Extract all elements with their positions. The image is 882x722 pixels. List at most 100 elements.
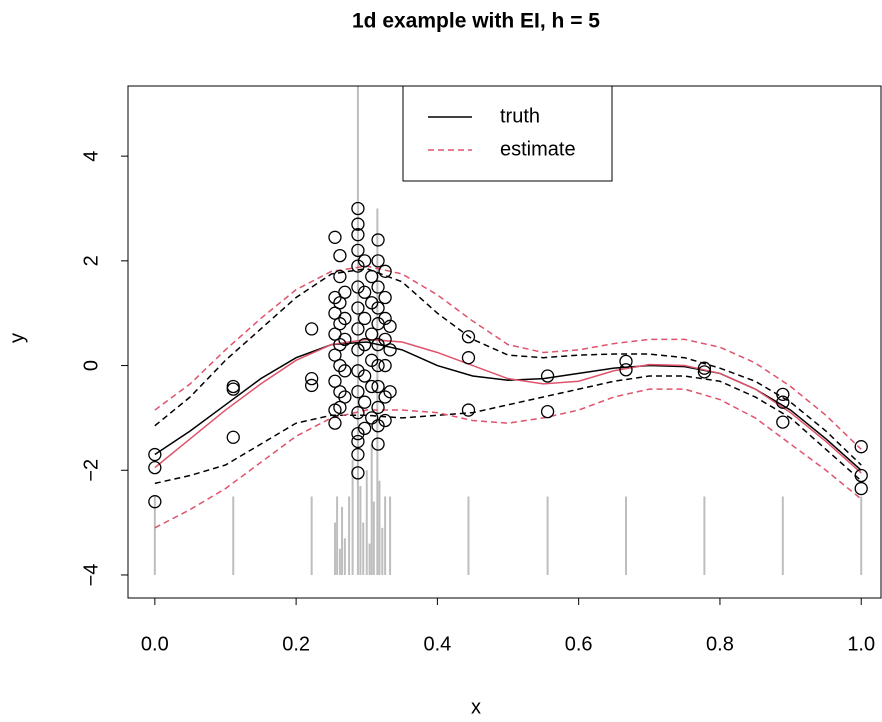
point (328, 348, 342, 362)
point (333, 269, 347, 284)
point (148, 495, 162, 509)
point (148, 447, 162, 462)
series-line (154, 341, 862, 471)
point (383, 385, 397, 399)
point (351, 406, 365, 420)
x-tick-label: 0.8 (706, 633, 734, 655)
point (378, 311, 392, 326)
point (365, 327, 379, 341)
point (328, 416, 342, 430)
point (351, 243, 365, 258)
point (776, 395, 790, 409)
chart-title: 1d example with EI, h = 5 (352, 10, 600, 33)
point (338, 390, 352, 404)
point (540, 404, 555, 419)
point (697, 365, 712, 379)
legend-box (402, 85, 613, 182)
point (357, 369, 372, 383)
point (305, 322, 319, 336)
band-line (154, 265, 862, 450)
point (371, 379, 385, 394)
point (540, 369, 555, 383)
point (351, 217, 365, 231)
point (328, 374, 342, 388)
legend-label: estimate (500, 138, 576, 160)
point (378, 358, 392, 373)
point (333, 400, 347, 415)
x-tick-label: 0.0 (141, 633, 169, 655)
point (351, 301, 365, 315)
point (371, 358, 385, 373)
x-tick-label: 0.4 (423, 633, 451, 655)
point (333, 358, 347, 373)
point (619, 363, 633, 377)
point (371, 301, 385, 315)
point (351, 447, 365, 462)
point (351, 280, 365, 294)
point (351, 466, 365, 480)
point (378, 413, 392, 428)
point (333, 337, 347, 352)
point (351, 343, 365, 357)
plot-area (148, 86, 868, 575)
point (357, 337, 372, 352)
band-line (154, 375, 862, 485)
y-tick-label: −2 (80, 459, 102, 482)
point (371, 437, 385, 451)
point (305, 378, 319, 393)
point (371, 317, 385, 331)
point (351, 259, 365, 273)
point (226, 382, 240, 396)
point (351, 228, 365, 242)
point (305, 371, 319, 386)
x-axis-label: x (471, 696, 481, 718)
x-tick-label: 0.2 (282, 633, 310, 655)
band-line (154, 267, 862, 466)
x-tick-label: 1.0 (847, 633, 875, 655)
point (854, 440, 868, 454)
point (371, 280, 385, 294)
point (328, 230, 342, 244)
point (351, 426, 365, 441)
point (357, 254, 372, 268)
point (338, 311, 352, 326)
point (776, 387, 790, 402)
band-line (154, 388, 862, 529)
y-tick-label: −4 (80, 564, 102, 587)
point (378, 390, 392, 404)
point (383, 343, 397, 357)
y-tick-label: 0 (80, 360, 102, 371)
point (333, 317, 347, 331)
point (371, 337, 385, 352)
point (357, 395, 372, 409)
point (619, 354, 633, 369)
point (338, 332, 352, 347)
point (357, 285, 372, 299)
point (461, 330, 476, 344)
point (333, 385, 347, 399)
y-tick-label: 4 (80, 151, 102, 162)
point (333, 248, 347, 263)
legend: truth estimate (402, 85, 613, 182)
point (854, 481, 868, 496)
point (371, 400, 385, 415)
legend-label: truth (500, 105, 540, 127)
point (365, 379, 379, 394)
point (351, 322, 365, 336)
point (338, 364, 352, 378)
point (854, 468, 868, 483)
point (338, 285, 352, 299)
point (226, 379, 240, 394)
x-tick-label: 0.6 (565, 633, 593, 655)
point (371, 233, 385, 247)
point (351, 434, 365, 449)
point (461, 403, 476, 417)
y-tick-label: 2 (80, 255, 102, 266)
point (365, 269, 379, 284)
point (226, 430, 240, 444)
point (378, 290, 392, 305)
point (351, 364, 365, 378)
point (461, 351, 476, 365)
